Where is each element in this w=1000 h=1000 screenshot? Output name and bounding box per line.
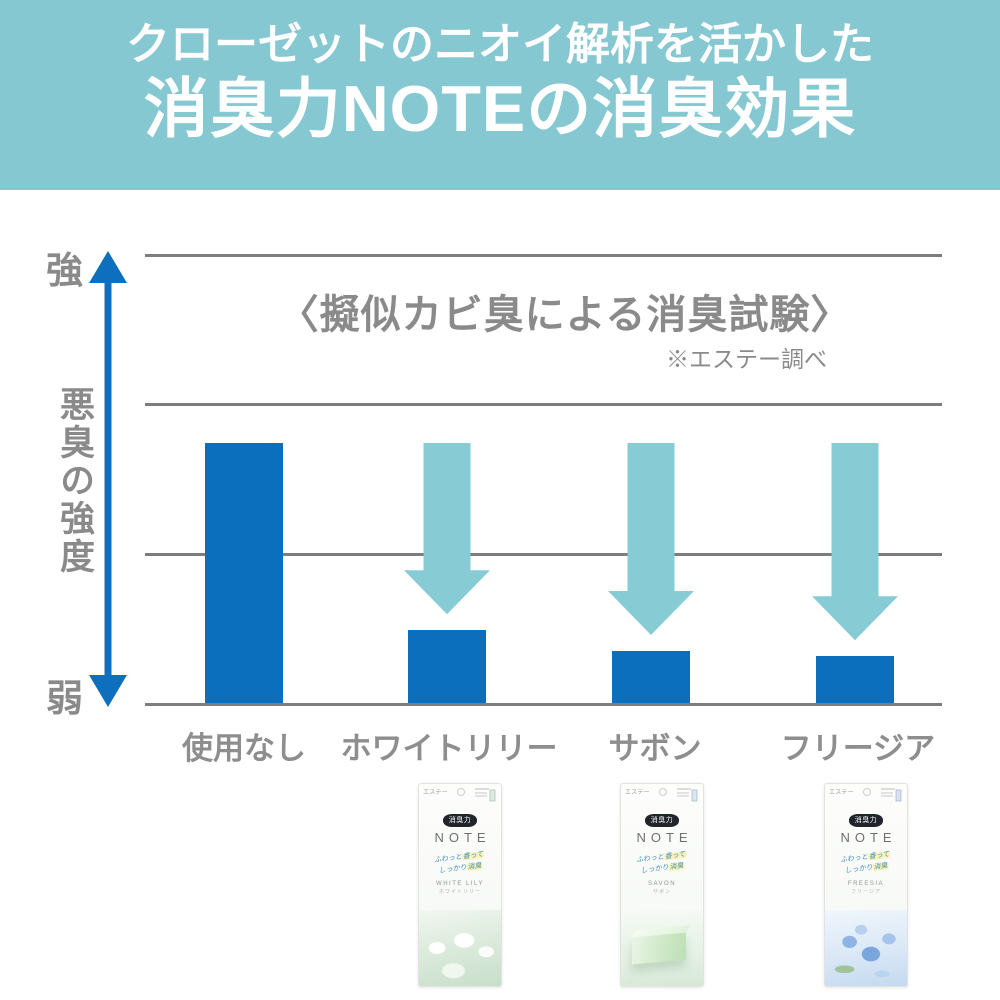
header-title: 消臭力NOTEの消臭効果 xyxy=(143,72,857,146)
reduction-arrow-icon-white-lily xyxy=(404,443,490,615)
usage-diagram-icon xyxy=(475,788,496,802)
y-axis-title: 悪臭の強度 xyxy=(55,386,94,576)
package-tagline: ふわっと香って しっかり消臭 xyxy=(824,847,908,879)
brand-logo: 消臭力 xyxy=(443,814,477,827)
package-top-row: エステー xyxy=(621,784,703,804)
scent-name-ja: フリージア xyxy=(851,889,881,896)
bar-savon xyxy=(612,651,690,703)
package-top-row: エステー xyxy=(419,784,501,804)
tagline-part-highlight: 消臭 xyxy=(668,862,685,872)
tagline-part-highlight: 香って xyxy=(461,850,485,861)
product-package-savon: エステー 消臭力 NOTE ふわっと香って しっかり消臭 SAVON サボン xyxy=(620,783,704,987)
x-axis-line xyxy=(145,703,942,706)
maker-logo: エステー xyxy=(625,790,650,796)
package-art-lily xyxy=(419,910,501,986)
package-top-row: エステー xyxy=(825,784,907,804)
product-name: NOTE xyxy=(434,830,491,845)
hang-hole-icon xyxy=(457,788,466,796)
category-label-savon: サボン xyxy=(608,731,702,766)
package-art-freesia xyxy=(825,910,907,986)
package-art-savon xyxy=(621,910,703,986)
hang-hole-icon xyxy=(863,788,872,796)
grid-line-3 xyxy=(145,553,942,556)
category-label-no-use: 使用なし xyxy=(182,731,306,766)
tagline-part: ふわっと xyxy=(433,853,463,865)
tagline-part-highlight: 消臭 xyxy=(872,862,889,872)
brand-logo: 消臭力 xyxy=(645,814,679,827)
reduction-arrow-icon-freesia xyxy=(812,443,898,641)
scent-name-ja: サボン xyxy=(652,889,671,896)
scent-name-en: WHITE LILY xyxy=(436,881,484,888)
tagline-part-highlight: 香って xyxy=(663,850,687,861)
grid-line-1 xyxy=(145,254,942,257)
soap-block-illustration xyxy=(632,931,686,965)
source-note: ※エステー調べ xyxy=(666,346,827,372)
tagline-part-highlight: 香って xyxy=(867,850,891,861)
chart-title: 〈擬似カビ臭による消臭試験〉 xyxy=(278,293,852,337)
product-name: NOTE xyxy=(840,830,897,845)
maker-logo: エステー xyxy=(423,790,448,796)
product-package-white-lily: エステー 消臭力 NOTE ふわっと香って しっかり消臭 WHITE LILY … xyxy=(418,783,502,987)
category-label-white-lily: ホワイトリリー xyxy=(340,731,558,766)
tagline-part: しっかり xyxy=(640,864,670,875)
product-name: NOTE xyxy=(636,830,693,845)
maker-logo: エステー xyxy=(829,790,854,796)
bar-white-lily xyxy=(408,630,486,703)
tagline-part: ふわっと xyxy=(635,853,665,865)
bar-freesia xyxy=(816,656,894,703)
bar-no-use xyxy=(205,443,283,703)
header-subtitle: クローゼットのニオイ解析を活かした xyxy=(126,20,874,69)
usage-diagram-icon xyxy=(881,788,902,802)
brand-logo: 消臭力 xyxy=(849,814,883,827)
y-tick-strong: 強 xyxy=(46,250,83,291)
tagline-part: ふわっと xyxy=(839,853,869,865)
usage-diagram-icon xyxy=(677,788,698,802)
package-tagline: ふわっと香って しっかり消臭 xyxy=(418,847,502,879)
hang-hole-icon xyxy=(659,788,668,796)
product-package-freesia: エステー 消臭力 NOTE ふわっと香って しっかり消臭 FREESIA フリー… xyxy=(824,783,908,987)
y-tick-weak: 弱 xyxy=(46,678,83,719)
tagline-part: しっかり xyxy=(438,864,468,875)
y-axis-range-arrow-icon xyxy=(89,251,127,707)
scent-name-en: FREESIA xyxy=(847,881,885,888)
grid-line-2 xyxy=(145,403,942,406)
category-label-freesia: フリージア xyxy=(780,731,936,766)
scent-name-en: SAVON xyxy=(647,881,677,888)
reduction-arrow-icon-savon xyxy=(608,443,694,635)
tagline-part: しっかり xyxy=(844,864,874,875)
header-banner: クローゼットのニオイ解析を活かした 消臭力NOTEの消臭効果 xyxy=(0,0,1000,190)
tagline-part-highlight: 消臭 xyxy=(466,862,483,872)
package-tagline: ふわっと香って しっかり消臭 xyxy=(620,847,704,879)
scent-name-ja: ホワイトリリー xyxy=(438,889,481,896)
